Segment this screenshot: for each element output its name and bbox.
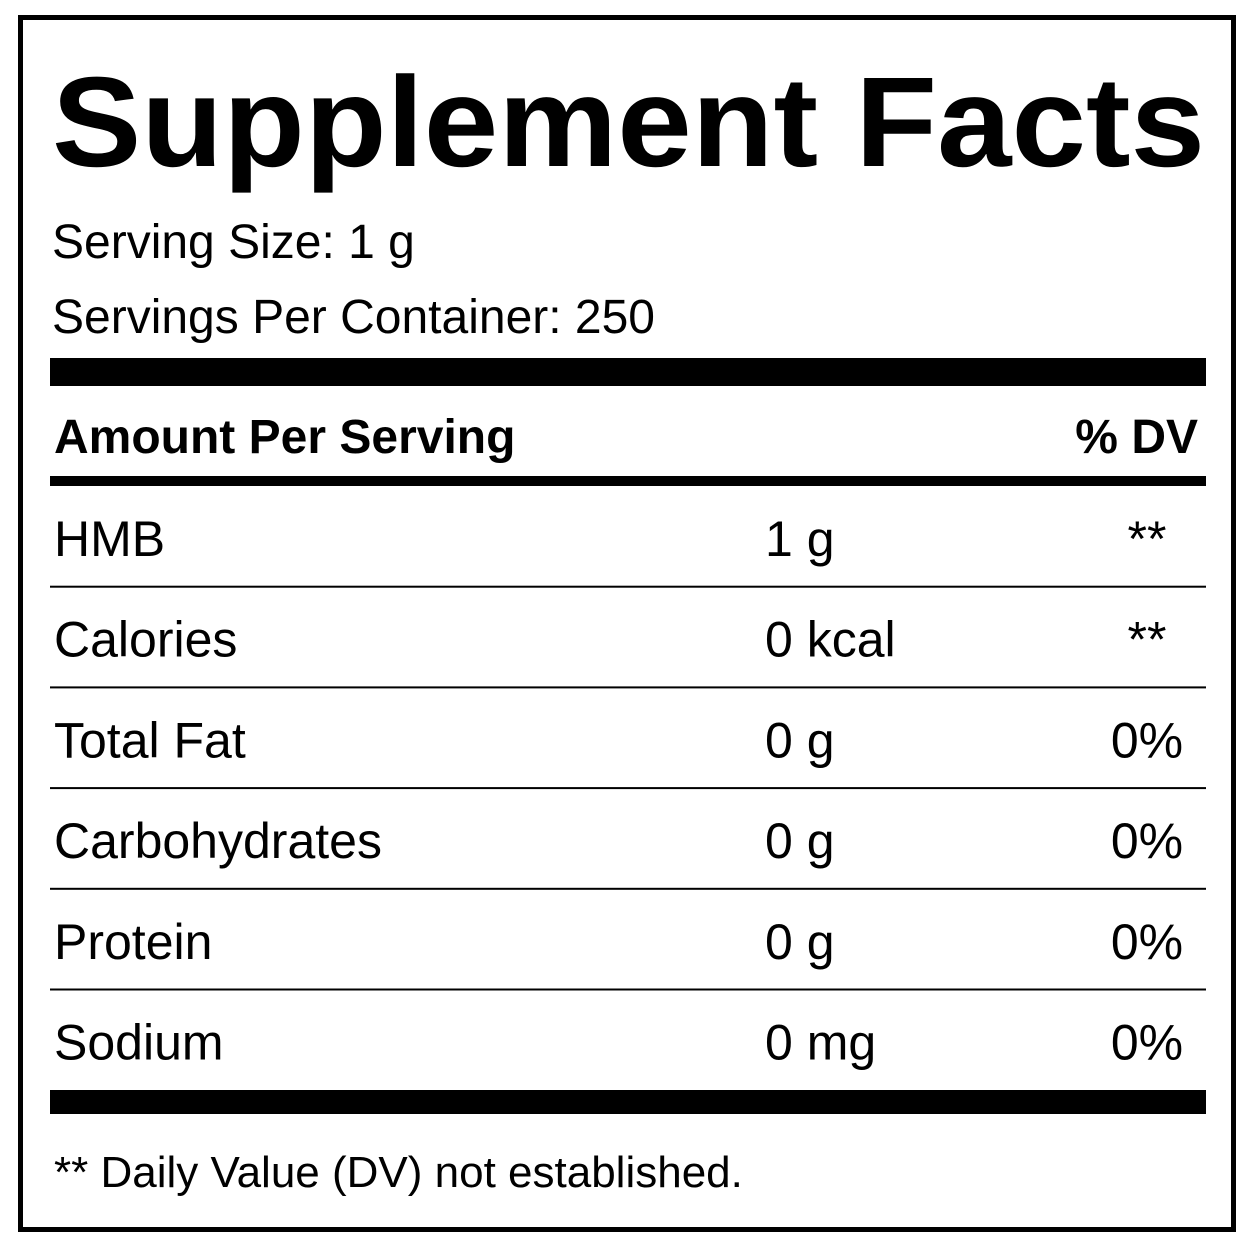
nutrient-name: Calories — [54, 612, 237, 668]
nutrient-dv: 0% — [1111, 813, 1183, 869]
nutrient-dv: 0% — [1111, 1015, 1183, 1071]
nutrient-name: Carbohydrates — [54, 813, 382, 869]
medium-rule — [50, 476, 1206, 486]
row-divider — [50, 787, 1206, 790]
nutrient-name: Protein — [54, 914, 212, 970]
servings-per-container: Servings Per Container: 250 — [52, 291, 655, 344]
nutrient-dv: 0% — [1111, 712, 1183, 768]
row-divider — [50, 887, 1206, 890]
nutrient-name: Total Fat — [54, 712, 246, 768]
column-header: % DV — [1075, 411, 1198, 464]
thick-rule — [50, 358, 1206, 386]
column-header: Amount Per Serving — [54, 411, 515, 464]
nutrient-dv: ** — [1128, 612, 1167, 668]
row-divider — [50, 988, 1206, 991]
serving-size: Serving Size: 1 g — [52, 216, 415, 269]
nutrient-amount: 0 g — [765, 914, 835, 970]
nutrient-amount: 0 g — [765, 712, 835, 768]
nutrient-amount: 0 kcal — [765, 612, 896, 668]
footnote: ** Daily Value (DV) not established. — [54, 1148, 743, 1197]
nutrient-dv: ** — [1128, 511, 1167, 567]
row-divider — [50, 686, 1206, 689]
nutrient-amount: 0 mg — [765, 1015, 876, 1071]
nutrient-amount: 1 g — [765, 511, 835, 567]
row-divider — [50, 585, 1206, 588]
title: Supplement Facts — [52, 51, 1205, 194]
nutrient-dv: 0% — [1111, 914, 1183, 970]
nutrient-name: Sodium — [54, 1015, 224, 1071]
nutrient-amount: 0 g — [765, 813, 835, 869]
label-border — [18, 15, 1236, 1232]
nutrient-name: HMB — [54, 511, 165, 567]
thick-rule — [50, 1090, 1206, 1114]
